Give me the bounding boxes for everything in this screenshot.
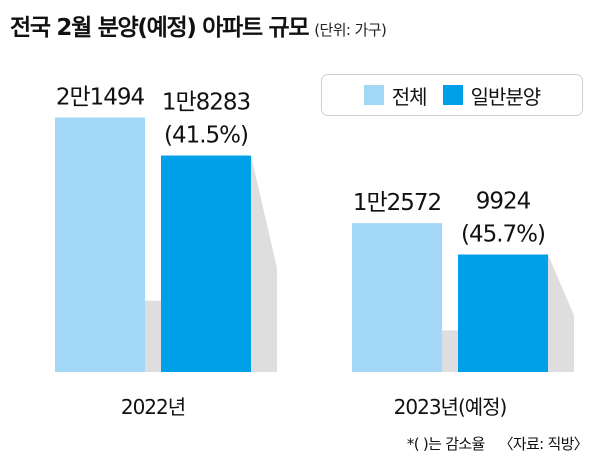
- legend-swatch-general: [442, 85, 463, 105]
- bar-general-1: [458, 254, 548, 372]
- value-label-total-1: 1만2572: [353, 190, 441, 216]
- legend: 전체 일반분양: [321, 74, 583, 116]
- gap-shadow-1: [442, 330, 458, 372]
- percent-label-general-1: (45.7%): [461, 221, 545, 247]
- category-label-1: 2023년(예정): [394, 395, 507, 419]
- value-label-general-1: 9924: [476, 188, 531, 214]
- decline-note: *( )는 감소율: [406, 435, 485, 453]
- title-row: 전국 2월 분양(예정) 아파트 규모 (단위: 가구): [10, 8, 387, 42]
- chart-title: 전국 2월 분양(예정) 아파트 규모: [10, 15, 310, 41]
- source-note: 〈자료: 직방〉: [498, 435, 589, 453]
- value-label-general-0: 1만8283: [162, 90, 250, 116]
- legend-item-total: 전체: [363, 81, 428, 110]
- bar-shadow-0: [251, 155, 277, 372]
- footnote: *( )는 감소율 〈자료: 직방〉: [406, 433, 589, 454]
- value-label-total-0: 2만1494: [56, 85, 145, 111]
- legend-label-general: 일반분양: [470, 84, 542, 109]
- bar-shadow-1: [548, 254, 574, 372]
- category-label-0: 2022년: [121, 395, 185, 419]
- bar-total-1: [352, 223, 442, 372]
- bar-general-0: [161, 155, 251, 372]
- gap-shadow-0: [145, 300, 161, 372]
- unit-label: (단위: 가구): [314, 21, 387, 39]
- legend-item-general: 일반분양: [442, 81, 542, 110]
- bar-total-0: [55, 117, 145, 372]
- legend-swatch-total: [363, 85, 384, 105]
- percent-label-general-0: (41.5%): [164, 123, 248, 149]
- legend-label-total: 전체: [391, 84, 428, 109]
